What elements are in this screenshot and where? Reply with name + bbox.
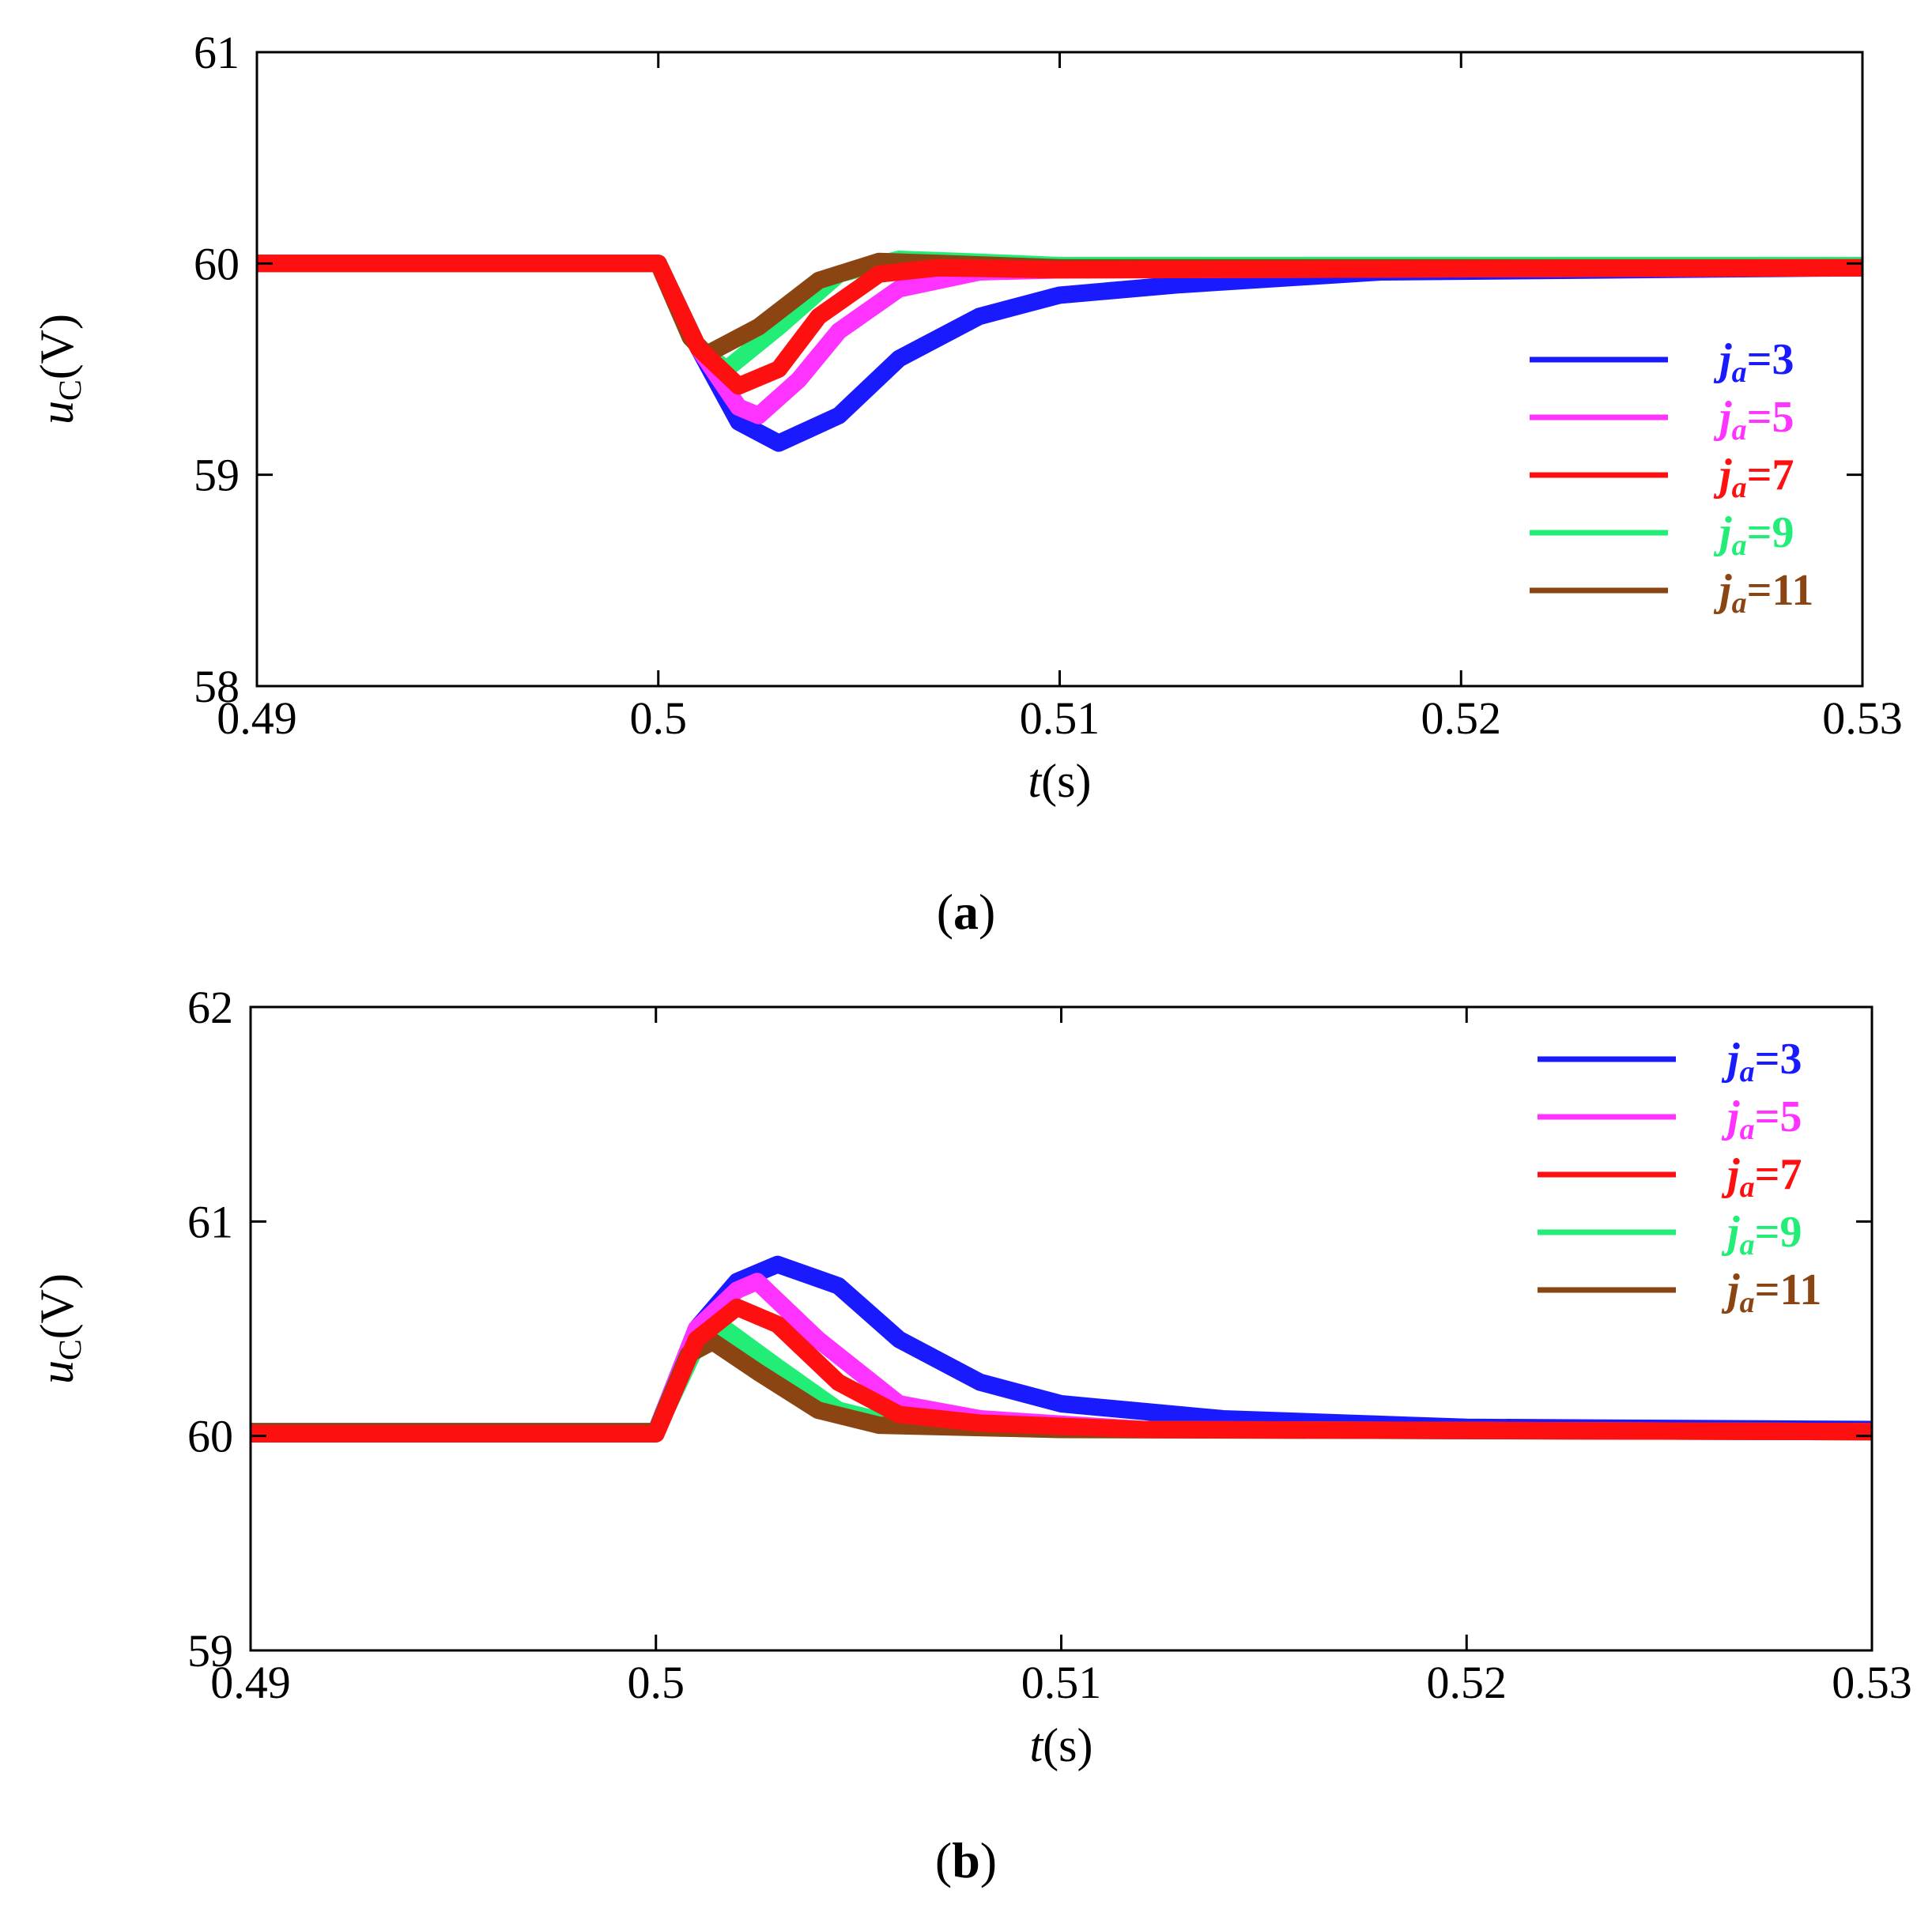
y-tick-label: 59	[187, 1625, 233, 1676]
x-tick-label: 0.51	[1021, 1657, 1102, 1708]
caption-letter: b	[952, 1832, 980, 1888]
series-line-ja-7	[251, 1298, 1872, 1443]
caption-close: )	[979, 884, 995, 940]
y-tick-label: 60	[194, 238, 240, 289]
legend-eq: =11	[1747, 566, 1814, 615]
legend-label: ja=7	[1721, 1150, 1802, 1204]
legend-sub: a	[1732, 413, 1747, 447]
legend-var: j	[1721, 1035, 1740, 1084]
legend-eq: =9	[1747, 508, 1794, 557]
panel-caption: (b)	[935, 1832, 997, 1888]
legend-eq: =7	[1747, 451, 1794, 500]
x-axis-title: t(s)	[1028, 755, 1092, 807]
panel-caption: (a)	[937, 884, 996, 940]
caption-open: (	[937, 884, 953, 940]
legend-eq: =9	[1755, 1208, 1802, 1257]
legend-var: j	[1721, 1265, 1740, 1314]
x-tick-label: 0.51	[1020, 692, 1100, 744]
legend-sub: a	[1732, 586, 1747, 620]
legend-label: ja=5	[1713, 393, 1794, 447]
x-axis-var: t	[1030, 1719, 1044, 1771]
y-axis-var: u	[31, 401, 83, 424]
legend-eq: =3	[1747, 335, 1794, 384]
x-axis-var: t	[1028, 755, 1043, 807]
y-axis-sub: C	[52, 379, 88, 401]
legend-label: ja=9	[1713, 508, 1794, 562]
legend-var: j	[1713, 566, 1732, 615]
y-axis-var: u	[31, 1360, 83, 1384]
plot-frame	[249, 1005, 1874, 1652]
legend-var: j	[1713, 451, 1732, 500]
legend-var: j	[1721, 1208, 1740, 1257]
legend-eq: =5	[1747, 393, 1794, 442]
legend-var: j	[1713, 393, 1732, 442]
series-group	[251, 1255, 1872, 1443]
legend-sub: a	[1740, 1228, 1755, 1262]
x-tick-label: 0.52	[1421, 692, 1502, 744]
caption-close: )	[980, 1832, 997, 1888]
legend-eq: =3	[1755, 1035, 1802, 1084]
legend-label: ja=3	[1713, 335, 1794, 389]
y-axis-unit: (V)	[31, 1273, 83, 1339]
y-axis-sub: C	[52, 1339, 88, 1360]
legend-label: ja=5	[1721, 1092, 1802, 1146]
legend: ja=3ja=5ja=7ja=9ja=11	[1538, 1035, 1821, 1319]
y-tick-label: 60	[187, 1411, 233, 1462]
legend-eq: =5	[1755, 1092, 1802, 1141]
panel-b: 0.49 0.5 0.51 0.52 0.5359606162t(s)uC(V)ja=3…	[31, 982, 1912, 1888]
legend-sub: a	[1740, 1286, 1755, 1319]
legend-var: j	[1713, 508, 1732, 557]
y-tick-label: 61	[194, 27, 240, 78]
legend-label: ja=9	[1721, 1208, 1802, 1262]
x-axis-unit: (s)	[1041, 755, 1091, 807]
legend-sub: a	[1732, 471, 1747, 504]
legend-var: j	[1713, 335, 1732, 384]
legend-sub: a	[1740, 1113, 1755, 1146]
y-tick-label: 61	[187, 1196, 233, 1247]
caption-letter: a	[953, 884, 979, 940]
legend-sub: a	[1740, 1055, 1755, 1088]
x-tick-label: 0.52	[1427, 1657, 1507, 1708]
legend-label: ja=11	[1721, 1265, 1821, 1319]
legend-eq: =7	[1755, 1150, 1802, 1199]
legend-eq: =11	[1755, 1265, 1822, 1314]
y-axis-title: uC(V)	[31, 1273, 88, 1384]
legend-sub: a	[1732, 529, 1747, 562]
legend: ja=3ja=5ja=7ja=9ja=11	[1530, 335, 1813, 620]
x-tick-label: 0.49	[217, 692, 297, 744]
series-line-ja-5	[257, 255, 1862, 424]
x-tick-label: 0.53	[1832, 1657, 1912, 1708]
y-axis-unit: (V)	[31, 314, 83, 379]
series-line-ja-7	[257, 255, 1862, 395]
y-axis-title: uC(V)	[31, 314, 88, 424]
y-tick-label: 59	[194, 450, 240, 501]
legend-sub: a	[1740, 1171, 1755, 1204]
x-tick-label: 0.53	[1822, 692, 1903, 744]
x-axis-unit: (s)	[1043, 1719, 1092, 1771]
legend-var: j	[1721, 1150, 1740, 1199]
legend-label: ja=3	[1721, 1035, 1802, 1088]
x-axis-title: t(s)	[1030, 1719, 1093, 1771]
x-tick-label: 0.5	[628, 1657, 685, 1708]
legend-sub: a	[1732, 356, 1747, 389]
legend-label: ja=7	[1713, 451, 1794, 504]
legend-var: j	[1721, 1092, 1740, 1141]
caption-open: (	[935, 1832, 952, 1888]
legend-label: ja=11	[1713, 566, 1813, 620]
x-tick-label: 0.5	[630, 692, 688, 744]
y-tick-label: 58	[194, 661, 240, 712]
y-tick-label: 62	[187, 982, 233, 1033]
x-tick-label: 0.49	[210, 1657, 291, 1708]
series-group	[257, 251, 1862, 452]
